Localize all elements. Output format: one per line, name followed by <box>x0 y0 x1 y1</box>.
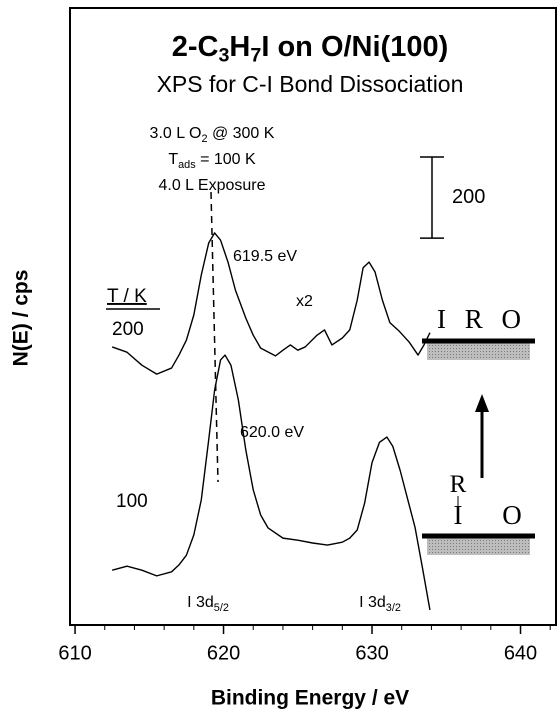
series-label: 100 <box>116 491 148 512</box>
subscript: 2 <box>201 133 207 145</box>
text-run: 3.0 L O <box>150 125 202 142</box>
substrate <box>427 537 530 555</box>
spectrum-line <box>111 354 431 611</box>
legend-title: T / K <box>107 286 147 307</box>
text-run: I R O <box>437 304 527 334</box>
annotation: x2 <box>296 293 313 310</box>
arrow-head <box>475 394 489 412</box>
annotation: I <box>454 500 463 530</box>
annotation: 3.0 L O2 @ 300 K <box>150 125 275 144</box>
subscript: 3/2 <box>386 602 401 614</box>
scale-bar-label: 200 <box>452 186 485 208</box>
text-run: @ 300 K <box>208 125 275 142</box>
x-tick-label: 640 <box>504 642 537 664</box>
text-run: = 100 K <box>196 151 256 168</box>
text-run: 2-C <box>172 31 219 63</box>
annotation: R <box>450 471 467 498</box>
x-tick-label: 620 <box>207 642 240 664</box>
chart-subtitle: XPS for C-I Bond Dissociation <box>157 71 464 97</box>
spectrum-line <box>111 232 431 375</box>
text-run: 619.5 eV <box>233 248 297 265</box>
series-label: 200 <box>112 319 144 340</box>
text-run: I on O/Ni(100) <box>261 31 448 63</box>
text-run: R <box>450 471 467 498</box>
annotation: 4.0 L Exposure <box>158 177 265 194</box>
annotation: I 3d3/2 <box>359 594 401 613</box>
chart-title: 2-C3H7I on O/Ni(100) <box>172 31 449 67</box>
subscript: ads <box>178 159 196 171</box>
text-run: I 3d <box>359 594 386 611</box>
peak-shift-line <box>210 191 219 483</box>
text-run: O <box>502 500 522 530</box>
annotation: O <box>502 500 522 530</box>
text-run: T <box>168 151 178 168</box>
annotation: Tads = 100 K <box>168 151 256 170</box>
annotation: 619.5 eV <box>233 248 297 265</box>
x-tick-label: 630 <box>355 642 388 664</box>
text-run: I <box>454 500 463 530</box>
x-tick-label: 610 <box>58 642 91 664</box>
text-run: 620.0 eV <box>240 424 304 441</box>
y-axis-label: N(E) / cps <box>10 270 33 367</box>
subscript: 3 <box>218 45 229 67</box>
subscript: 5/2 <box>214 602 229 614</box>
substrate <box>427 342 530 360</box>
text-run: I 3d <box>187 594 214 611</box>
x-axis-label: Binding Energy / eV <box>211 687 409 710</box>
annotation: 620.0 eV <box>240 424 304 441</box>
text-run: x2 <box>296 293 313 310</box>
subscript: 7 <box>250 45 261 67</box>
text-run: H <box>229 31 250 63</box>
annotation: I R O <box>437 304 527 334</box>
text-run: 4.0 L Exposure <box>158 177 265 194</box>
annotation: I 3d5/2 <box>187 594 229 613</box>
